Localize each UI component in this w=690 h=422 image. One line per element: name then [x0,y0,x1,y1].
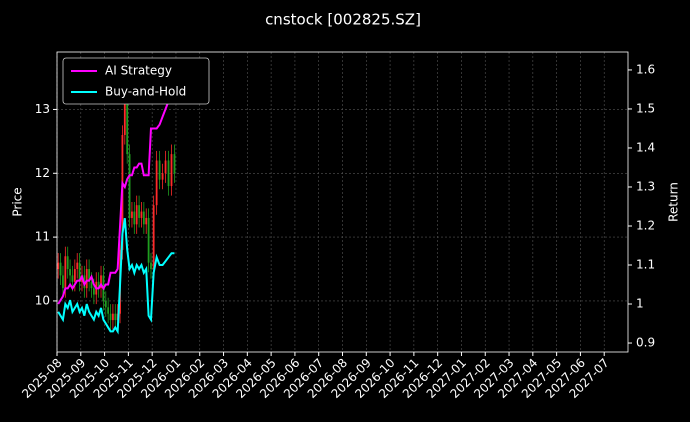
candle-body [167,160,170,187]
legend-box [62,57,210,105]
candle-body [173,154,176,174]
candle-body [135,205,138,225]
y-tick-label: 11 [35,230,50,244]
candle-body [114,313,117,321]
y-tick-label: 10 [35,293,50,307]
legend-label: Buy-and-Hold [105,85,186,99]
candle-body [158,160,161,180]
candle-body [128,154,131,218]
candle-body [147,217,150,263]
series-line [57,96,176,305]
y2-tick-label: 0.9 [636,336,655,350]
candle-body [123,103,126,135]
candle-body [92,288,95,295]
candle-body [155,160,158,206]
candle-body [100,275,102,289]
candle-body [142,211,145,225]
candle-body [138,205,140,218]
y-axis-label: Price [11,187,25,216]
chart-title: cnstock [002825.SZ] [265,11,421,29]
candle-body [164,160,167,174]
y2-tick-label: 1.1 [636,258,655,272]
candle-body [150,262,152,270]
y2-tick-label: 1.6 [636,62,655,76]
candle-body [161,173,164,180]
candle-body [112,313,114,321]
candle-body [57,262,60,270]
candle-body [76,262,79,270]
candle-body [90,281,93,289]
legend-label: AI Strategy [105,64,172,78]
candle-body [71,275,74,282]
candle-body [107,307,110,314]
y2-tick-label: 1.3 [636,179,655,193]
candle-body [152,205,155,270]
y2-tick-label: 1.2 [636,218,655,232]
candle-body [170,154,173,187]
candle-body [64,256,67,289]
candle-body [78,262,81,282]
candle-body [66,256,69,270]
candle-body [126,103,129,155]
candle-body [140,211,143,218]
y-tick-label: 13 [35,102,50,116]
candle-body [145,217,148,225]
plot-frame [56,51,629,353]
y2-tick-label: 1 [636,297,644,311]
y2-tick-label: 1.4 [636,140,655,154]
candle-body [73,269,76,282]
candle-body [62,275,64,289]
candle-body [133,211,136,225]
y-tick-label: 12 [35,166,50,180]
candle-body [131,211,133,218]
y2-axis-label: Return [667,182,681,222]
y2-tick-label: 1.5 [636,101,655,115]
candle-body [85,269,88,289]
candle-body [104,300,107,308]
candle-body [88,269,91,282]
candle-body [109,313,112,321]
candle-body [97,281,100,289]
series-line [57,218,175,335]
candle-body [69,269,71,276]
candle-body [59,262,62,276]
